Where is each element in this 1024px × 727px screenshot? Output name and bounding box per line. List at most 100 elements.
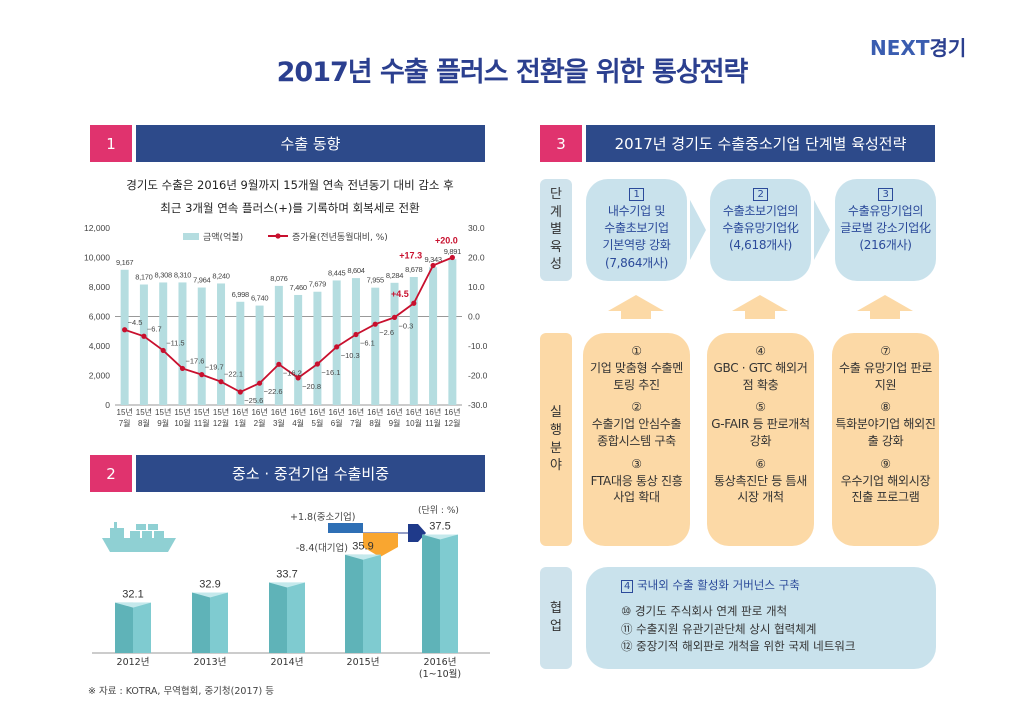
stage-line: 기본역량 강화 bbox=[602, 238, 671, 253]
share-bar-shade bbox=[115, 602, 133, 653]
share-bar bbox=[440, 534, 458, 653]
share-bar bbox=[363, 554, 381, 653]
growth-label: −10.3 bbox=[341, 351, 360, 360]
amount-label: 7,964 bbox=[193, 276, 210, 285]
stage-line: 수출유망기업化 bbox=[722, 220, 799, 235]
x-tick: 16년 bbox=[271, 407, 287, 417]
growth-point bbox=[160, 347, 166, 354]
x-tick: 7월 bbox=[119, 418, 131, 428]
exec-item: ④ GBC · GTC 해외거점 확충 bbox=[713, 344, 808, 392]
amount-label: 7,679 bbox=[309, 280, 326, 289]
growth-point bbox=[199, 372, 205, 378]
y-right-tick: -30.0 bbox=[468, 400, 488, 410]
arrow-up-icon bbox=[857, 295, 913, 319]
amount-bar bbox=[313, 291, 322, 405]
y-right-tick: -10.0 bbox=[468, 341, 488, 351]
y-right-tick: 0.0 bbox=[468, 312, 480, 322]
amount-bar bbox=[332, 280, 341, 405]
sme-change-label: +1.8(중소기업) bbox=[290, 512, 356, 523]
stage-line: 글로벌 강소기업化 bbox=[840, 220, 931, 235]
share-bar-shade bbox=[269, 582, 287, 653]
source-note: ※ 자료 : KOTRA, 무역협회, 중기청(2017) 등 bbox=[88, 686, 275, 697]
y-left-tick: 12,000 bbox=[84, 223, 110, 233]
label-stage: 단계별 육성 bbox=[540, 179, 572, 281]
x-tick: 1월 bbox=[234, 418, 246, 428]
share-change-arrows bbox=[328, 523, 426, 557]
growth-label: −11.5 bbox=[166, 338, 184, 347]
x-tick: 16년 bbox=[406, 407, 422, 417]
x-tick: 16년 bbox=[386, 407, 402, 417]
amount-bar bbox=[255, 305, 264, 405]
amount-bar bbox=[390, 282, 399, 405]
growth-point bbox=[391, 314, 398, 320]
growth-point bbox=[449, 254, 455, 261]
share-label: 32.9 bbox=[199, 579, 220, 591]
growth-point bbox=[430, 262, 436, 269]
x-tick: 10월 bbox=[174, 418, 190, 428]
growth-label: +17.3 bbox=[399, 250, 422, 260]
coop-item: ⑫ 중장기적 해외판로 개척을 위한 국제 네트워크 bbox=[621, 639, 856, 654]
exec-box: ⑦ 수출 유망기업 판로지원 ⑧ 특화분야기업 해외진출 강화 ⑨ 우수기업 해외시장 진… bbox=[832, 333, 939, 546]
growth-label: +20.0 bbox=[435, 236, 458, 246]
exec-item: ⑧ 특화분야기업 해외진출 강화 bbox=[835, 400, 936, 448]
y-right-tick: 30.0 bbox=[468, 223, 485, 233]
y-left-tick: 6,000 bbox=[89, 312, 111, 322]
coop-box: 4 국내외 수출 활성화 거버넌스 구축 ⑩ 경기도 주식회사 연계 판로 개척… bbox=[586, 567, 936, 669]
growth-point bbox=[334, 344, 340, 350]
growth-label: −22.6 bbox=[264, 387, 283, 396]
exec-item: ⑦ 수출 유망기업 판로지원 bbox=[839, 344, 932, 392]
growth-label: −25.6 bbox=[244, 396, 263, 405]
growth-label: +4.5 bbox=[391, 289, 409, 299]
section2-header: 2 중소 · 중견기업 수출비중 bbox=[90, 455, 485, 492]
large-change-bar bbox=[363, 533, 398, 557]
exec-item: ⑥ 통상촉진단 등 틈새시장 개척 bbox=[714, 456, 807, 505]
x-tick: 15년 bbox=[155, 407, 171, 417]
legend-line-label: 증가율(전년동월대비, %) bbox=[292, 231, 388, 243]
amount-label: 7,460 bbox=[289, 283, 306, 292]
stage-line: (216개사) bbox=[859, 238, 912, 253]
x-tick: 4월 bbox=[292, 418, 304, 428]
x-tick: 9월 bbox=[389, 418, 401, 428]
amount-bar bbox=[120, 269, 129, 405]
x-tick: 9월 bbox=[157, 418, 169, 428]
amount-bar bbox=[429, 267, 438, 405]
logo-next: NEXT bbox=[870, 36, 930, 60]
growth-label: −4.5 bbox=[128, 318, 143, 327]
section-number: 2 bbox=[90, 455, 132, 492]
coop-item: ⑩ 경기도 주식회사 연계 판로 개척 bbox=[621, 603, 788, 618]
x-tick: 16년 bbox=[367, 407, 383, 417]
stage-line: (7,864개사) bbox=[604, 255, 669, 270]
y-right-tick: 20.0 bbox=[468, 253, 485, 263]
legend-bar-swatch bbox=[183, 233, 199, 240]
chart-subtitle-1: 경기도 수출은 2016년 9월까지 15개월 연속 전년동기 대비 감소 후 bbox=[126, 178, 454, 192]
amount-bar bbox=[448, 259, 457, 405]
section-title: 중소 · 중견기업 수출비중 bbox=[136, 455, 485, 492]
x-tick: 6월 bbox=[331, 418, 343, 428]
amount-label: 8,310 bbox=[174, 270, 191, 279]
x-tick: 7월 bbox=[350, 418, 362, 428]
share-label: 32.1 bbox=[122, 589, 143, 601]
exec-item: ① 기업 맞춤형 수출멘토링 추진 bbox=[590, 344, 683, 392]
exec-box: ① 기업 맞춤형 수출멘토링 추진 ② 수출기업 안심수출 종합시스템 구축 ③ FTA대… bbox=[583, 333, 690, 546]
x-tick: 16년 bbox=[290, 407, 306, 417]
growth-point bbox=[372, 321, 378, 327]
x-tick: 3월 bbox=[273, 418, 285, 428]
stage-number: 2 bbox=[710, 185, 811, 203]
growth-label: −2.6 bbox=[379, 328, 394, 337]
amount-label: 6,740 bbox=[251, 294, 268, 303]
arrow-right-icon bbox=[690, 200, 706, 260]
share-bar bbox=[133, 602, 151, 653]
x-tick: 16년 bbox=[251, 407, 267, 417]
amount-label: 8,445 bbox=[328, 268, 345, 277]
logo-gg: 경기 bbox=[929, 36, 967, 60]
amount-label: 9,891 bbox=[444, 247, 461, 256]
y-left-tick: 0 bbox=[105, 400, 110, 410]
stage-box: 2 수출초보기업의 수출유망기업化 (4,618개사) bbox=[710, 179, 811, 281]
share-label: 35.9 bbox=[352, 541, 373, 553]
amount-bar bbox=[409, 276, 418, 405]
exec-item: ⑨ 우수기업 해외시장 진출 프로그램 bbox=[840, 456, 931, 505]
amount-label: 8,284 bbox=[386, 271, 403, 280]
exec-box: ④ GBC · GTC 해외거점 확충 ⑤ G-FAIR 등 판로개척 강화 ⑥ 통상촉진… bbox=[707, 333, 814, 546]
stage-line: 수출초보기업 bbox=[604, 220, 669, 235]
